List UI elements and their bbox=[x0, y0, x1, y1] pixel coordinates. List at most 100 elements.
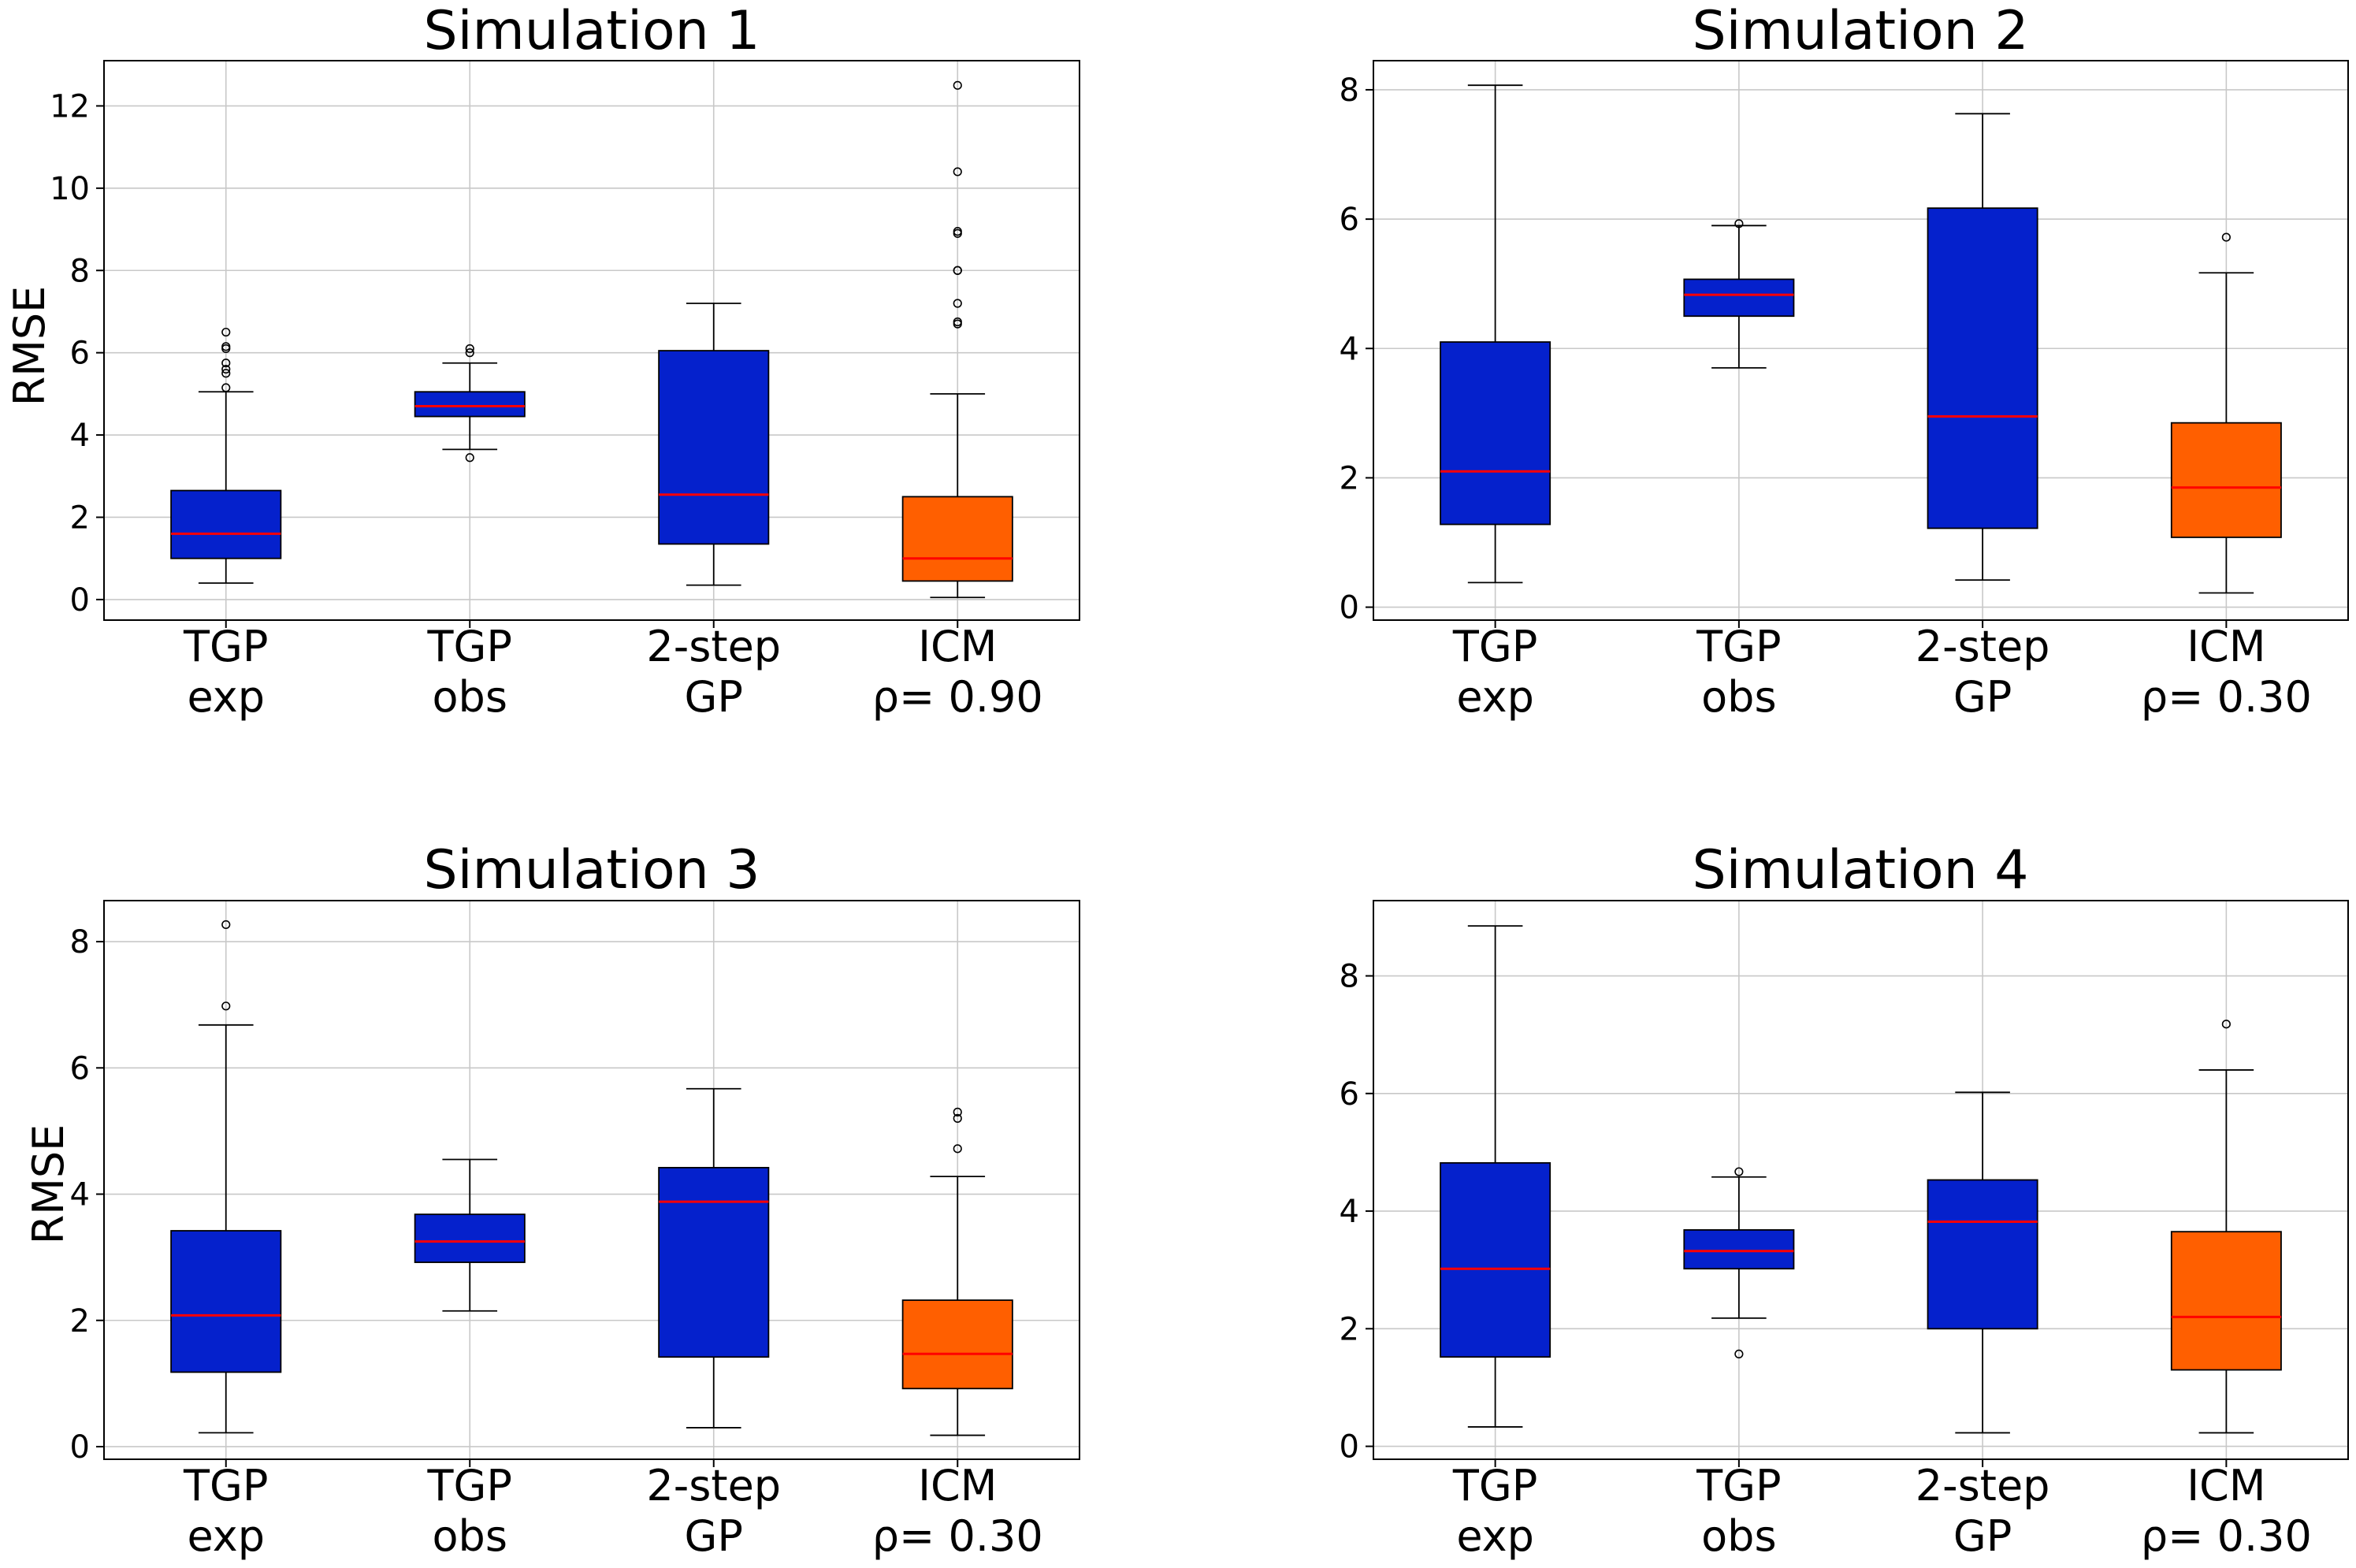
box-iqr bbox=[901, 496, 1013, 582]
outlier-point bbox=[953, 227, 962, 236]
outlier-point bbox=[953, 80, 962, 90]
x-tick-label-line1: TGP bbox=[427, 1461, 512, 1510]
outlier-point bbox=[221, 342, 231, 351]
x-tick-label-line1: TGP bbox=[1452, 1461, 1537, 1510]
box-iqr bbox=[2170, 1231, 2282, 1371]
panel-title: Simulation 3 bbox=[423, 839, 760, 901]
x-tick-label-line2: GP bbox=[1953, 672, 2012, 722]
axes-frame bbox=[1373, 60, 2349, 621]
x-tick-label-line2: GP bbox=[1953, 1511, 2012, 1561]
outlier-point bbox=[221, 383, 231, 392]
panel-simulation-1: Simulation 1 RMSE 024681012TGPexpTGPobs2… bbox=[5, 0, 1080, 722]
x-tick-label-line1: TGP bbox=[183, 622, 268, 671]
x-tick-label-line1: 2-step bbox=[1916, 622, 2050, 671]
box-iqr bbox=[1683, 278, 1795, 318]
panel-simulation-4: Simulation 4 02468TGPexpTGPobs2-stepGPIC… bbox=[1340, 839, 2349, 1561]
y-tick-label: 2 bbox=[70, 1303, 90, 1339]
y-tick-label: 4 bbox=[1340, 1194, 1359, 1230]
panel-simulation-3: Simulation 3 RMSE 02468TGPexpTGPobs2-ste… bbox=[24, 839, 1080, 1561]
outlier-point bbox=[1734, 219, 1744, 229]
outlier-point bbox=[953, 317, 962, 327]
y-axis-label: RMSE bbox=[24, 1124, 73, 1245]
x-tick-label-line2: ρ= 0.30 bbox=[2141, 1511, 2312, 1561]
outlier-point bbox=[2221, 1020, 2231, 1029]
x-tick-label-line1: ICM bbox=[918, 1461, 997, 1510]
outlier-point bbox=[221, 369, 231, 378]
outlier-point bbox=[221, 1001, 231, 1011]
panel-simulation-2: Simulation 2 02468TGPexpTGPobs2-stepGPIC… bbox=[1340, 0, 2349, 722]
x-tick-label-line2: exp bbox=[1456, 672, 1534, 722]
axes-frame bbox=[103, 900, 1080, 1460]
x-tick-label-line1: 2-step bbox=[1916, 1461, 2050, 1510]
axes-frame bbox=[103, 60, 1080, 621]
outlier-point bbox=[1734, 1349, 1744, 1359]
box-iqr bbox=[414, 1213, 526, 1263]
y-tick-label: 6 bbox=[1340, 1076, 1359, 1113]
x-tick-label-line1: ICM bbox=[2187, 1461, 2265, 1510]
x-tick-label-line1: TGP bbox=[183, 1461, 268, 1510]
y-tick-label: 0 bbox=[1340, 1429, 1359, 1466]
x-tick-label-line2: exp bbox=[1456, 1511, 1534, 1561]
outlier-point bbox=[2221, 232, 2231, 242]
x-tick-label-line2: obs bbox=[433, 672, 507, 722]
x-tick-label-line2: exp bbox=[187, 1511, 265, 1561]
outlier-point bbox=[1734, 1167, 1744, 1176]
y-tick-label: 6 bbox=[1340, 202, 1359, 238]
y-tick-label: 0 bbox=[1340, 590, 1359, 626]
y-tick-label: 0 bbox=[70, 582, 90, 619]
axes-frame bbox=[1373, 900, 2349, 1460]
outlier-point bbox=[465, 344, 474, 354]
x-tick-label-line1: 2-step bbox=[646, 1461, 781, 1510]
y-tick-label: 2 bbox=[70, 500, 90, 536]
y-tick-label: 12 bbox=[50, 88, 90, 124]
outlier-point bbox=[465, 348, 474, 358]
box-iqr bbox=[170, 1230, 282, 1373]
box-iqr bbox=[170, 489, 282, 559]
x-tick-label-line2: obs bbox=[433, 1511, 507, 1561]
y-tick-label: 2 bbox=[1340, 460, 1359, 496]
x-tick-label-line1: TGP bbox=[1452, 622, 1537, 671]
outlier-point bbox=[221, 364, 231, 374]
box-iqr bbox=[658, 1166, 770, 1358]
box-iqr bbox=[1927, 207, 2038, 529]
outlier-point bbox=[221, 359, 231, 368]
x-tick-label-line2: exp bbox=[187, 672, 265, 722]
y-tick-label: 6 bbox=[70, 336, 90, 372]
y-tick-label: 2 bbox=[1340, 1311, 1359, 1347]
y-axis-label: RMSE bbox=[5, 286, 54, 407]
y-tick-label: 4 bbox=[70, 1177, 90, 1213]
panel-title: Simulation 4 bbox=[1692, 839, 2028, 901]
box-iqr bbox=[1440, 1161, 1551, 1358]
outlier-point bbox=[465, 453, 474, 463]
outlier-point bbox=[953, 1113, 962, 1123]
y-tick-label: 8 bbox=[1340, 72, 1359, 109]
x-tick-label-line2: obs bbox=[1701, 1511, 1776, 1561]
panel-title: Simulation 2 bbox=[1692, 0, 2028, 62]
box-iqr bbox=[2170, 422, 2282, 538]
y-tick-label: 8 bbox=[70, 253, 90, 289]
box-iqr bbox=[1440, 341, 1551, 526]
box-iqr bbox=[1683, 1229, 1795, 1270]
x-tick-label-line2: GP bbox=[685, 1511, 743, 1561]
box-iqr bbox=[658, 350, 770, 545]
outlier-point bbox=[953, 299, 962, 308]
x-tick-label-line1: 2-step bbox=[646, 622, 781, 671]
y-tick-label: 8 bbox=[1340, 959, 1359, 995]
x-tick-label-line1: ICM bbox=[918, 622, 997, 671]
y-tick-label: 0 bbox=[70, 1429, 90, 1466]
y-tick-label: 4 bbox=[70, 418, 90, 454]
x-tick-label-line1: ICM bbox=[2187, 622, 2265, 671]
x-tick-label-line2: GP bbox=[685, 672, 743, 722]
y-tick-label: 10 bbox=[50, 171, 90, 207]
x-tick-label-line1: TGP bbox=[427, 622, 512, 671]
outlier-point bbox=[953, 1144, 962, 1154]
x-tick-label-line2: ρ= 0.90 bbox=[872, 672, 1043, 722]
x-tick-label-line2: ρ= 0.30 bbox=[2141, 672, 2312, 722]
outlier-point bbox=[221, 327, 231, 337]
outlier-point bbox=[953, 1107, 962, 1117]
x-tick-label-line1: TGP bbox=[1696, 1461, 1781, 1510]
y-tick-label: 4 bbox=[1340, 331, 1359, 367]
outlier-point bbox=[221, 920, 231, 930]
x-tick-label-line2: obs bbox=[1701, 672, 1776, 722]
